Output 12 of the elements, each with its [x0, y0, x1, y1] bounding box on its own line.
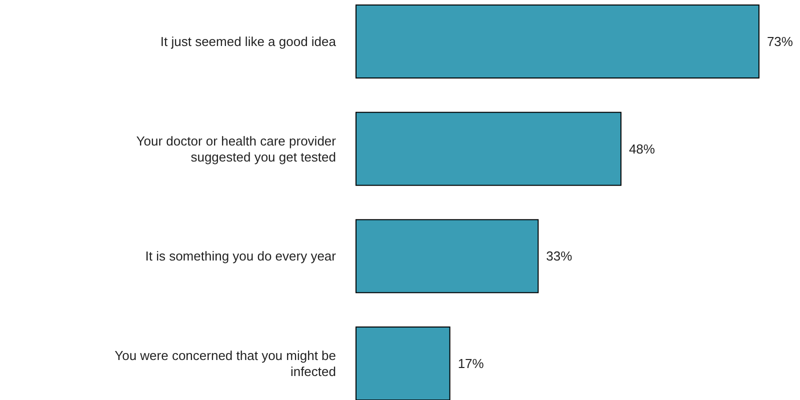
bar	[356, 112, 622, 186]
y-tick-label: You were concerned that you might be infected	[114, 348, 336, 380]
bar	[356, 326, 450, 400]
data-label: 17%	[458, 356, 484, 372]
data-label: 48%	[628, 141, 656, 156]
bar	[356, 219, 539, 294]
data-label: 73%	[766, 34, 794, 50]
y-tick-label: It is something you do every year	[145, 248, 337, 264]
bar	[356, 4, 760, 78]
y-tick-label: It just seemed like a good idea	[160, 34, 337, 50]
data-label: 33%	[546, 248, 573, 264]
y-tick-label: Your doctor or health care provider suggested you get tested	[136, 133, 337, 164]
